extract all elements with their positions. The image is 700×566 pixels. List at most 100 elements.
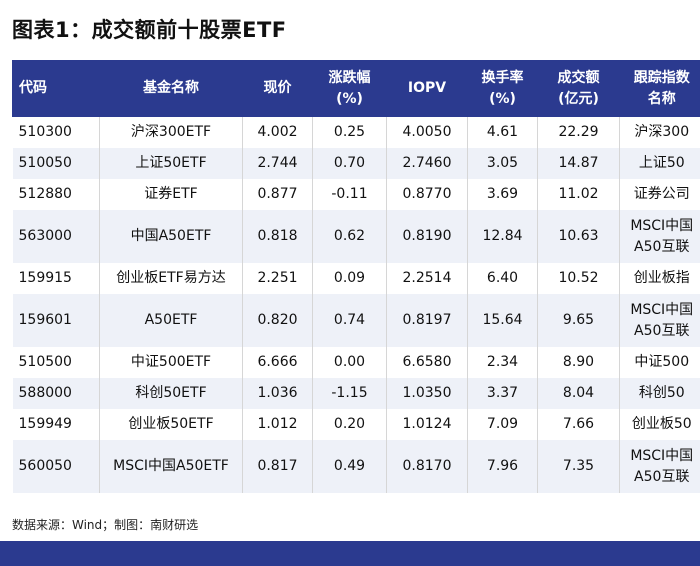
cell-fund-name: 创业板ETF易方达: [99, 263, 243, 294]
cell-price: 1.012: [242, 409, 313, 440]
cell-code: 510050: [12, 148, 100, 179]
index-name-line: 证券公司: [633, 186, 690, 202]
index-name-line: A50互联: [634, 238, 690, 255]
cell-turnover: 3.69: [467, 179, 538, 210]
table-row: 560050 MSCI中国A50ETF 0.817 0.49 0.8170 7.96 7.3…: [12, 440, 700, 493]
cell-price: 6.666: [242, 347, 313, 378]
header-code: 代码: [12, 60, 100, 117]
cell-fund-name: 科创50ETF: [99, 378, 243, 409]
index-name-line: MSCI中国: [630, 217, 694, 234]
table-row: 510500 中证500ETF 6.666 0.00 6.6580 2.34 8.90 中证5…: [13, 347, 700, 378]
cell-turnover: 7.09: [467, 409, 538, 440]
cell-price: 0.818: [242, 210, 313, 263]
index-name-line: 中证500: [634, 354, 690, 370]
cell-turnover: 3.37: [467, 378, 538, 409]
table-header-row: 代码 基金名称 现价 涨跌幅 (%) IOPV 换手率 (%) 成交额 (亿元) 跟踪…: [12, 60, 700, 117]
header-volume: 成交额 (亿元): [537, 60, 620, 117]
cell-change: 0.49: [312, 440, 387, 493]
cell-price: 0.877: [242, 179, 313, 210]
cell-index: 中证500: [619, 347, 700, 378]
index-name-line: A50互联: [634, 322, 690, 339]
index-name-line: 沪深300: [634, 124, 690, 140]
cell-change: 0.70: [312, 148, 387, 179]
footer-bar: [0, 541, 700, 566]
cell-turnover: 15.64: [467, 294, 538, 347]
cell-change: 0.09: [312, 263, 387, 294]
header-iopv: IOPV: [386, 60, 468, 117]
header-index: 跟踪指数 名称: [619, 60, 700, 117]
cell-iopv: 0.8170: [386, 440, 468, 493]
cell-index: MSCI中国 A50互联: [619, 210, 700, 263]
cell-volume: 7.35: [537, 440, 620, 493]
cell-change: 0.25: [312, 117, 387, 148]
cell-price: 4.002: [242, 117, 313, 148]
etf-table: 代码 基金名称 现价 涨跌幅 (%) IOPV 换手率 (%) 成交额 (亿元) 跟踪…: [12, 60, 700, 493]
cell-fund-name: 中证500ETF: [99, 347, 243, 378]
cell-index: MSCI中国 A50互联: [619, 440, 700, 493]
cell-volume: 22.29: [537, 117, 620, 148]
cell-volume: 11.02: [537, 179, 620, 210]
cell-code: 159949: [18, 416, 72, 432]
cell-turnover: 7.96: [467, 440, 538, 493]
table-row: 588000 科创50ETF 1.036 -1.15 1.0350 3.37 8.04 科创5…: [12, 378, 700, 409]
cell-index: 证券公司: [619, 179, 700, 210]
cell-iopv: 2.2514: [386, 263, 468, 294]
header-fund-name: 基金名称: [99, 60, 243, 117]
cell-change: 0.00: [312, 347, 387, 378]
cell-volume: 8.04: [537, 378, 620, 409]
table-row: 159601 A50ETF 0.820 0.74 0.8197 15.64 9.65 MSCI…: [12, 294, 700, 347]
cell-price: 0.817: [242, 440, 313, 493]
cell-fund-name: 创业板50ETF: [99, 409, 243, 440]
cell-iopv: 6.6580: [386, 347, 468, 378]
header-price: 现价: [242, 60, 313, 117]
cell-fund-name: 证券ETF: [99, 179, 243, 210]
index-name-line: 创业板指: [633, 270, 690, 286]
index-name-line: A50互联: [634, 468, 690, 485]
cell-index: 沪深300: [619, 117, 700, 148]
cell-iopv: 0.8190: [386, 210, 468, 263]
cell-code: 159915: [18, 270, 72, 286]
table-row: 563000 中国A50ETF 0.818 0.62 0.8190 12.84 10.63 M…: [12, 210, 700, 263]
cell-turnover: 4.61: [467, 117, 538, 148]
cell-iopv: 1.0124: [386, 409, 468, 440]
cell-turnover: 2.34: [467, 347, 538, 378]
cell-index: 科创50: [619, 378, 700, 409]
index-name-line: MSCI中国: [630, 301, 694, 318]
table-row: 510300 沪深300ETF 4.002 0.25 4.0050 4.61 22.29 沪深…: [13, 117, 700, 148]
cell-change: -0.11: [312, 179, 387, 210]
cell-change: 0.74: [312, 294, 387, 347]
index-name-line: MSCI中国: [630, 447, 694, 464]
cell-code: 510500: [18, 354, 72, 370]
cell-price: 1.036: [242, 378, 313, 409]
header-turnover: 换手率 (%): [467, 60, 538, 117]
cell-price: 2.744: [242, 148, 313, 179]
cell-fund-name: A50ETF: [99, 294, 243, 347]
cell-volume: 14.87: [537, 148, 620, 179]
table-row: 159915 创业板ETF易方达 2.251 0.09 2.2514 6.40 10.52 创…: [13, 263, 700, 294]
cell-fund-name: 中国A50ETF: [99, 210, 243, 263]
cell-turnover: 3.05: [467, 148, 538, 179]
cell-iopv: 2.7460: [386, 148, 468, 179]
header-change: 涨跌幅 (%): [312, 60, 387, 117]
source-note: 数据来源：Wind；制图：南财研选: [12, 518, 199, 532]
index-name-line: 科创50: [638, 385, 685, 401]
cell-index: MSCI中国 A50互联: [619, 294, 700, 347]
cell-code: 512880: [18, 186, 72, 202]
table-row: 159949 创业板50ETF 1.012 0.20 1.0124 7.09 7.66 创业板…: [13, 409, 700, 440]
cell-index: 创业板50: [619, 409, 700, 440]
cell-iopv: 0.8197: [386, 294, 468, 347]
cell-change: 0.62: [312, 210, 387, 263]
cell-index: 创业板指: [619, 263, 700, 294]
cell-code: 588000: [12, 378, 100, 409]
cell-turnover: 6.40: [467, 263, 538, 294]
cell-fund-name: MSCI中国A50ETF: [99, 440, 243, 493]
cell-fund-name: 沪深300ETF: [99, 117, 243, 148]
index-name-line: 创业板50: [631, 416, 692, 432]
cell-fund-name: 上证50ETF: [99, 148, 243, 179]
cell-iopv: 1.0350: [386, 378, 468, 409]
table-row: 512880 证券ETF 0.877 -0.11 0.8770 3.69 11.02 证券公司: [13, 179, 700, 210]
cell-code: 510300: [18, 124, 72, 140]
index-name-line: 上证50: [638, 155, 685, 171]
cell-code: 563000: [12, 210, 100, 263]
cell-change: -1.15: [312, 378, 387, 409]
